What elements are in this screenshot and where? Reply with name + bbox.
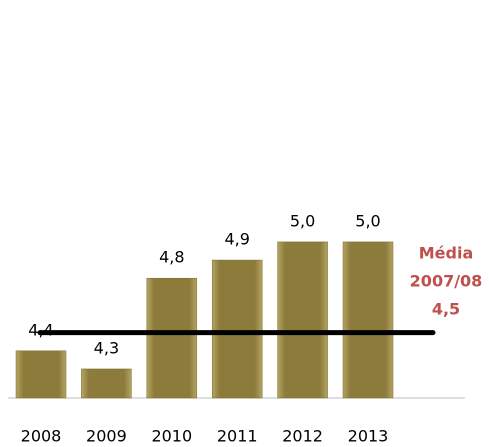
reference-title: Média — [419, 244, 474, 263]
bar — [277, 241, 328, 399]
value-label: 4,3 — [94, 338, 119, 357]
bar — [146, 277, 198, 399]
value-label: 4,4 — [28, 320, 53, 339]
bar — [81, 368, 132, 399]
x-tick-label: 2013 — [348, 427, 389, 446]
x-tick-label: 2012 — [282, 427, 323, 446]
x-tick-label: 2010 — [151, 427, 192, 446]
value-label: 5,0 — [355, 211, 380, 230]
bar — [15, 350, 67, 399]
value-label: 4,8 — [159, 248, 184, 267]
value-label: 4,9 — [224, 230, 249, 249]
reference-label: 4,5 — [432, 300, 460, 319]
x-tick-label: 2008 — [21, 427, 62, 446]
reference-title: 2007/08 — [410, 272, 483, 291]
value-label: 5,0 — [290, 211, 315, 230]
bar — [211, 259, 263, 399]
x-tick-label: 2009 — [86, 427, 127, 446]
x-tick-label: 2011 — [217, 427, 258, 446]
bar — [342, 241, 394, 399]
